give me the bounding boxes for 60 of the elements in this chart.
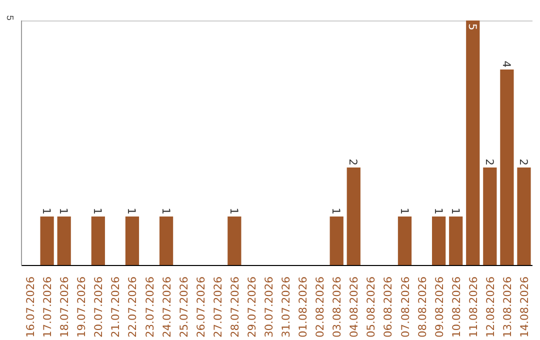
x-tick-label: 09.08.2026 bbox=[432, 276, 446, 338]
bar bbox=[466, 20, 480, 266]
x-tick-label: 24.07.2026 bbox=[160, 276, 174, 338]
x-tick-label: 26.07.2026 bbox=[194, 276, 208, 338]
bar bbox=[57, 216, 71, 266]
x-tick-label: 17.07.2026 bbox=[41, 276, 54, 338]
x-tick-label: 19.07.2026 bbox=[75, 276, 88, 338]
data-label: 2 bbox=[482, 158, 496, 166]
data-label: 1 bbox=[57, 208, 70, 214]
bar bbox=[432, 216, 446, 266]
bar bbox=[91, 216, 105, 266]
data-label: 2 bbox=[346, 158, 360, 166]
x-tick-label: 20.07.2026 bbox=[92, 276, 106, 338]
x-tick-label: 02.08.2026 bbox=[314, 276, 327, 338]
x-tick-label: 16.07.2026 bbox=[24, 276, 38, 338]
x-tick-label: 10.08.2026 bbox=[450, 276, 463, 338]
x-tick-label: 21.07.2026 bbox=[109, 276, 122, 338]
bar bbox=[159, 216, 174, 266]
x-tick-label: 27.07.2026 bbox=[211, 276, 224, 338]
x-tick-label: 05.08.2026 bbox=[364, 276, 378, 338]
bar bbox=[517, 168, 531, 266]
x-tick-label: 06.08.2026 bbox=[382, 276, 395, 338]
x-tick-label: 07.08.2026 bbox=[398, 276, 412, 338]
x-tick-label: 11.08.2026 bbox=[466, 276, 480, 338]
data-label: 5 bbox=[466, 24, 479, 30]
bar bbox=[346, 168, 360, 266]
bar bbox=[40, 216, 54, 266]
x-tick-label: 13.08.2026 bbox=[500, 276, 514, 338]
data-label: 1 bbox=[448, 208, 462, 214]
x-tick-label: 23.07.2026 bbox=[143, 276, 156, 338]
bar bbox=[125, 216, 140, 266]
data-label: 1 bbox=[432, 208, 445, 214]
data-label: 1 bbox=[330, 208, 343, 214]
x-tick-label: 12.08.2026 bbox=[484, 276, 497, 338]
bar bbox=[500, 70, 514, 266]
data-label: 1 bbox=[125, 208, 138, 214]
bar bbox=[228, 216, 242, 266]
bar bbox=[449, 216, 463, 266]
x-tick-label: 04.08.2026 bbox=[348, 276, 361, 338]
bar bbox=[398, 216, 412, 266]
x-tick-label: 28.07.2026 bbox=[228, 276, 242, 338]
x-tick-label: 18.07.2026 bbox=[58, 276, 72, 338]
x-tick-label: 31.07.2026 bbox=[280, 276, 293, 338]
x-tick-label: 22.07.2026 bbox=[126, 276, 140, 338]
data-label: 1 bbox=[227, 208, 240, 214]
bar bbox=[330, 216, 344, 266]
x-tick-label: 08.08.2026 bbox=[416, 276, 429, 338]
data-label: 1 bbox=[398, 208, 411, 214]
data-label: 2 bbox=[516, 158, 530, 166]
x-tick-label: 01.08.2026 bbox=[296, 276, 310, 338]
data-label: 1 bbox=[159, 208, 172, 214]
data-label: 4 bbox=[500, 60, 513, 68]
data-label: 1 bbox=[40, 208, 54, 214]
x-tick-label: 30.07.2026 bbox=[262, 276, 276, 338]
bar bbox=[483, 168, 497, 266]
x-tick-label: 25.07.2026 bbox=[177, 276, 190, 338]
x-tick-label: 14.08.2026 bbox=[518, 276, 531, 338]
x-tick-label: 03.08.2026 bbox=[330, 276, 344, 338]
data-label: 1 bbox=[91, 208, 104, 214]
x-tick-label: 29.07.2026 bbox=[245, 276, 258, 338]
